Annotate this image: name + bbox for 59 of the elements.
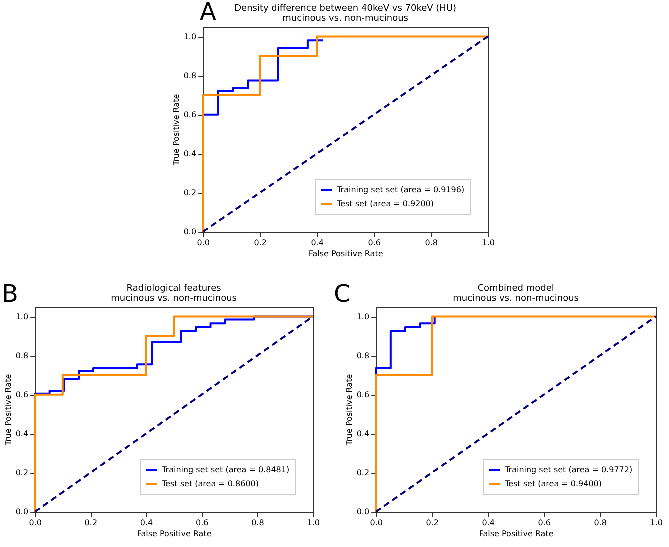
x-tick-label: 0.0 (197, 238, 210, 248)
chart-subtitle: mucinous vs. non-mucinous (453, 294, 580, 304)
y-tick-label: 0.6 (184, 110, 197, 120)
x-tick-label: 1.0 (307, 518, 320, 528)
y-tick-label: 0.8 (184, 71, 197, 80)
x-tick-label: 0.6 (196, 518, 209, 528)
legend-label: Test set (area = 0.8600) (161, 480, 260, 488)
text: A (200, 0, 216, 26)
y-tick-label: 0.0 (184, 228, 197, 236)
x-tick-label: 0.4 (311, 238, 324, 248)
x-tick-label: 0.4 (482, 518, 495, 528)
y-tick-label: 0.0 (356, 508, 370, 516)
x-tick-label: 0.2 (254, 238, 267, 248)
text: C (334, 280, 351, 308)
chart-subtitle: mucinous vs. non-mucinous (282, 14, 409, 24)
chart-title: Radiological features (126, 284, 222, 294)
y-tick-label: 1.0 (356, 312, 370, 322)
y-tick-label: 0.2 (184, 188, 197, 198)
y-tick-label: 0.4 (16, 429, 29, 438)
x-axis-title: False Positive Rate (308, 250, 384, 258)
x-tick-label: 0.8 (594, 518, 607, 528)
x-tick-label: 0.0 (29, 518, 42, 528)
chart-subtitle: mucinous vs. non-mucinous (111, 294, 238, 304)
x-tick-label: 0.8 (425, 238, 438, 248)
y-axis-title: True Positive Rate (4, 374, 13, 447)
y-tick-label: 0.8 (356, 351, 370, 360)
y-tick-label: 0.6 (16, 390, 29, 400)
y-axis-title: True Positive Rate (172, 94, 181, 167)
y-tick-label: 0.2 (16, 468, 29, 478)
y-tick-label: 1.0 (184, 32, 197, 42)
x-tick-label: 0.4 (140, 518, 154, 528)
legend-label: Training set set (area = 0.9196) (336, 186, 465, 194)
y-tick-label: 1.0 (16, 312, 29, 322)
y-tick-label: 0.4 (356, 429, 370, 438)
x-tick-label: 0.8 (252, 518, 264, 528)
legend-label: Test set (area = 0.9200) (336, 200, 434, 208)
y-tick-label: 0.4 (184, 149, 197, 158)
y-tick-label: 0.8 (16, 351, 29, 360)
x-axis-title: False Positive Rate (137, 530, 212, 538)
x-tick-label: 1.0 (650, 518, 663, 528)
x-tick-label: 0.6 (538, 518, 551, 528)
x-axis-title: False Positive Rate (479, 530, 554, 538)
legend-label: Test set (area = 0.9400) (504, 480, 602, 488)
x-tick-label: 0.2 (426, 518, 439, 528)
x-tick-label: 0.0 (370, 518, 383, 528)
x-tick-label: 0.2 (84, 518, 98, 528)
y-tick-label: 0.6 (356, 390, 370, 400)
text: B (2, 280, 18, 308)
y-tick-label: 0.0 (16, 508, 29, 516)
y-axis-title: True Positive Rate (344, 374, 354, 447)
x-tick-label: 0.6 (368, 238, 381, 248)
x-tick-label: 1.0 (482, 238, 495, 248)
line-series (202, 36, 490, 233)
chart-title: Combined model (478, 284, 554, 294)
chart-title: Density difference between 40keV vs 70keV (HU) (234, 4, 457, 14)
legend-label: Training set set (area = 0.9772) (504, 466, 633, 474)
legend-label: Training set set (area = 0.8481) (161, 466, 290, 474)
y-tick-label: 0.2 (356, 468, 370, 478)
line-series (34, 316, 314, 513)
